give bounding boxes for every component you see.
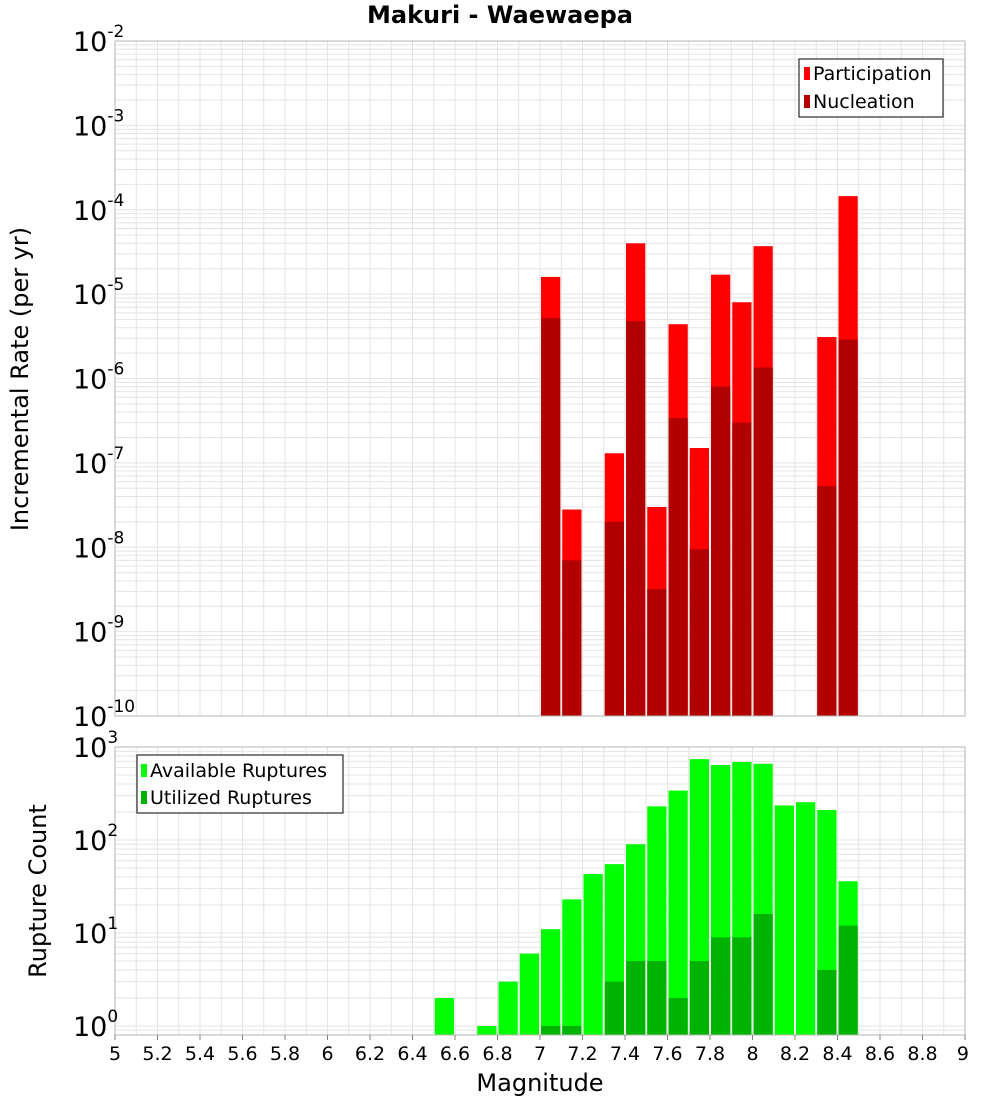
x-tick-label: 8.6	[865, 1043, 895, 1065]
count-legend-box	[136, 754, 344, 814]
utilized-bar	[668, 997, 688, 1035]
count-plot-y-ticks: 100 101 102 103	[73, 728, 118, 1043]
utilized-bar	[838, 925, 858, 1035]
available-bar	[668, 790, 688, 1035]
available-bar	[498, 981, 518, 1035]
x-tick-label: 8.8	[907, 1043, 937, 1065]
available-bar	[796, 802, 816, 1035]
x-tick-label: 7	[534, 1043, 546, 1065]
x-tick-label: 6	[321, 1043, 333, 1065]
available-bar	[774, 805, 794, 1035]
y-tick-label: 10-7	[73, 444, 124, 480]
nucleation-legend-swatch	[804, 95, 810, 108]
utilized-bar	[689, 960, 709, 1035]
available-bar	[434, 997, 454, 1035]
rate-y-axis-label: Incremental Rate (per yr)	[6, 227, 34, 531]
x-tick-label: 6.6	[440, 1043, 470, 1065]
x-tick-label: 8	[746, 1043, 758, 1065]
nucleation-bar	[732, 422, 752, 716]
utilized-bar	[626, 960, 646, 1035]
rate-plot: 10-10 10-9 10-8 10-7 10-6 10-5 10-4 10-3 10-2 In…	[6, 22, 966, 733]
available-bar	[562, 899, 582, 1035]
x-tick-label: 5.4	[185, 1043, 215, 1065]
rate-legend: Participation Nucleation	[798, 58, 944, 118]
rate-legend-box	[798, 58, 944, 118]
available-bar	[519, 953, 539, 1035]
utilized-bar	[562, 1025, 582, 1035]
x-axis-ticks: 5 5.2 5.4 5.6 5.8 6 6.2 6.4 6.6 6.8 7 7.2 7.4 7.6 7.8 8…	[109, 1035, 969, 1065]
nucleation-bar	[838, 339, 858, 716]
nucleation-bar	[689, 549, 709, 716]
nucleation-bar	[626, 321, 646, 716]
y-tick-label: 102	[73, 821, 118, 857]
utilized-bar	[817, 969, 837, 1035]
x-tick-label: 6.2	[355, 1043, 385, 1065]
x-tick-label: 7.4	[610, 1043, 640, 1065]
available-legend-swatch	[141, 764, 147, 777]
x-tick-label: 7.2	[567, 1043, 597, 1065]
x-tick-label: 9	[957, 1043, 969, 1065]
x-tick-label: 5.6	[227, 1043, 257, 1065]
chart-title: Makuri - Waewaepa	[367, 1, 633, 29]
utilized-legend-swatch	[141, 791, 147, 804]
x-axis-label: Magnitude	[476, 1069, 603, 1097]
nucleation-bar	[562, 560, 582, 716]
y-tick-label: 10-9	[73, 613, 124, 649]
count-legend: Available Ruptures Utilized Ruptures	[136, 754, 344, 814]
nucleation-bar	[668, 418, 688, 716]
nucleation-bar	[604, 521, 624, 716]
y-tick-label: 10-4	[73, 191, 124, 227]
available-bar	[541, 929, 561, 1035]
x-tick-label: 5.8	[270, 1043, 300, 1065]
x-tick-label: 7.6	[652, 1043, 682, 1065]
nucleation-bar	[753, 367, 773, 716]
nucleation-legend-label: Nucleation	[813, 91, 915, 113]
y-tick-label: 101	[73, 914, 118, 950]
utilized-legend-label: Utilized Ruptures	[150, 787, 312, 809]
nucleation-bar	[647, 589, 667, 716]
nucleation-bar	[711, 386, 731, 716]
rate-plot-frame	[114, 40, 966, 717]
utilized-bar	[711, 937, 731, 1035]
participation-legend-swatch	[804, 67, 810, 80]
count-plot: 100 101 102 103 5 5.2 5.4 5.6 5.8 6 6.2 6.4 6.6 6.8 7…	[24, 728, 969, 1097]
x-tick-label: 6.4	[397, 1043, 427, 1065]
nucleation-bar	[541, 318, 561, 716]
y-tick-label: 10-3	[73, 106, 124, 142]
y-tick-label: 10-2	[73, 22, 124, 58]
count-y-axis-label: Rupture Count	[24, 804, 52, 978]
utilized-bar	[604, 981, 624, 1035]
available-legend-label: Available Ruptures	[150, 760, 327, 782]
utilized-bar	[753, 914, 773, 1035]
participation-legend-label: Participation	[813, 63, 932, 85]
nucleation-bar	[817, 486, 837, 716]
x-tick-label: 6.8	[482, 1043, 512, 1065]
y-tick-label: 10-6	[73, 360, 124, 396]
y-tick-label: 100	[73, 1007, 118, 1043]
y-tick-label: 10-8	[73, 528, 124, 564]
available-bar	[583, 874, 603, 1035]
y-tick-label: 103	[73, 728, 118, 764]
x-tick-label: 5.2	[142, 1043, 172, 1065]
x-tick-label: 8.4	[822, 1043, 852, 1065]
rate-plot-bars	[541, 196, 858, 717]
utilized-bar	[732, 937, 752, 1035]
utilized-bar	[541, 1025, 561, 1035]
available-bar	[477, 1025, 497, 1035]
y-tick-label: 10-5	[73, 275, 124, 311]
x-tick-label: 8.2	[780, 1043, 810, 1065]
count-plot-bars	[434, 759, 858, 1035]
y-tick-label: 10-10	[73, 697, 135, 733]
x-tick-label: 7.8	[695, 1043, 725, 1065]
utilized-bar	[647, 960, 667, 1035]
rate-plot-grid	[114, 40, 966, 717]
rate-plot-y-ticks: 10-10 10-9 10-8 10-7 10-6 10-5 10-4 10-3 10-2	[73, 22, 135, 733]
x-tick-label: 5	[109, 1043, 121, 1065]
